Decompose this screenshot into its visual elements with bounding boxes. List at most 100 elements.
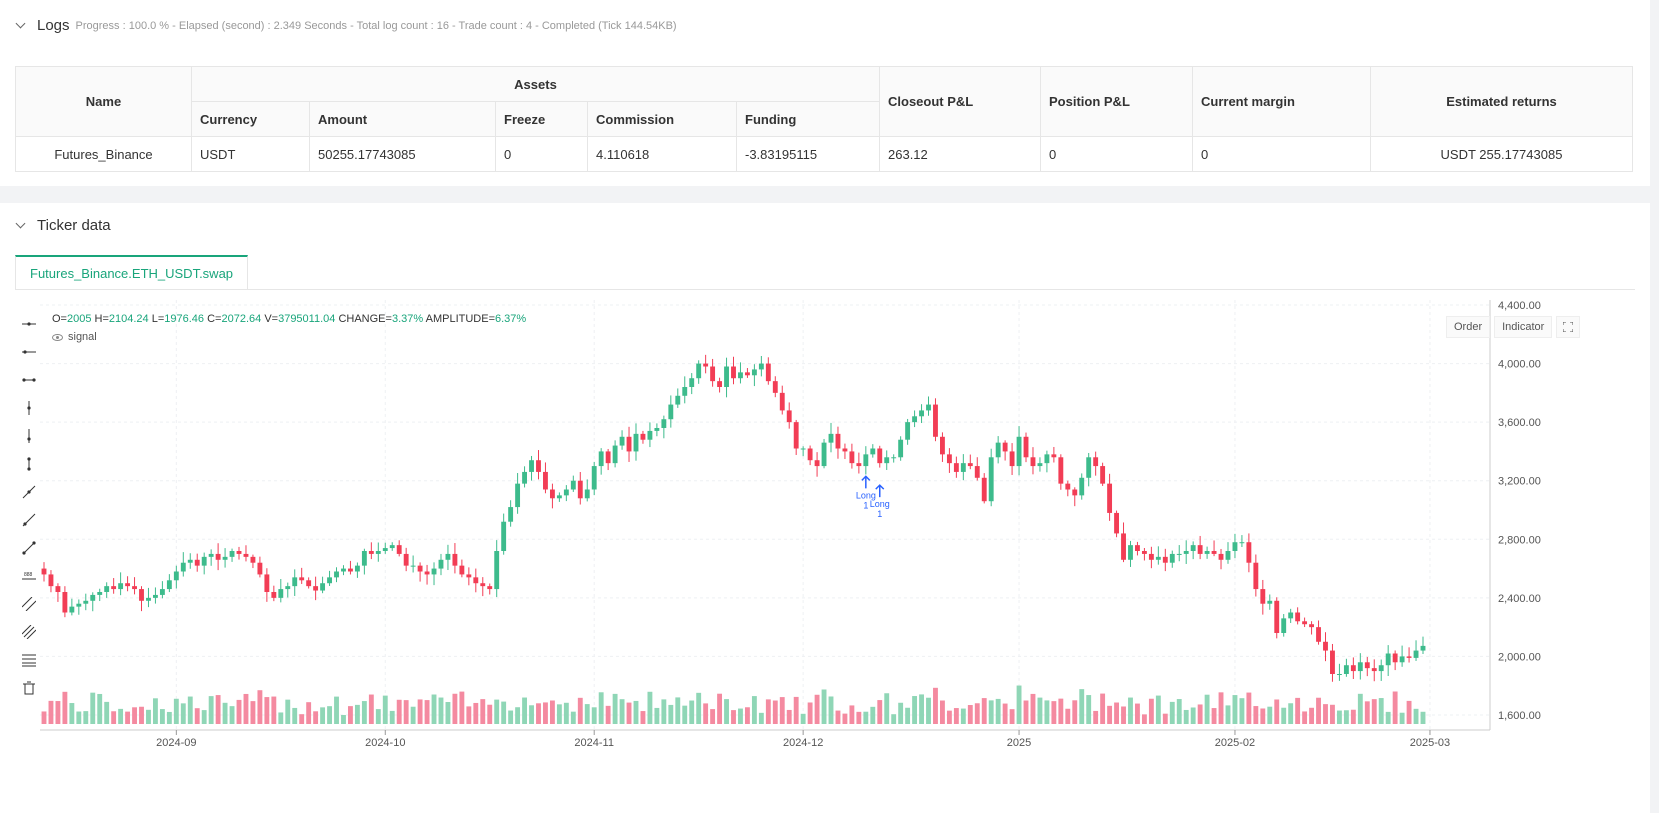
candle-body	[1176, 553, 1182, 555]
candle-body	[1190, 545, 1196, 551]
price-line-icon[interactable]: 888	[18, 562, 40, 590]
volume-bar	[710, 709, 716, 724]
candle-body	[1316, 627, 1321, 642]
signal-legend[interactable]: signal	[52, 331, 97, 343]
candle-body	[250, 556, 256, 563]
volume-bar	[382, 695, 388, 724]
volume-bar	[97, 693, 103, 724]
volume-bar	[988, 700, 994, 724]
candle-body	[724, 366, 729, 387]
volume-bar	[257, 690, 263, 724]
volume-bar	[173, 698, 179, 724]
candle-body	[1086, 457, 1092, 478]
vertical-ray-icon[interactable]	[18, 422, 40, 450]
col-currency: Currency	[191, 101, 310, 137]
candle-body	[1128, 545, 1133, 560]
candle-body	[341, 568, 346, 572]
x-tick-label: 2025	[1007, 737, 1031, 749]
volume-bar	[1420, 711, 1426, 724]
candle-body	[382, 548, 388, 551]
candle-body	[208, 553, 214, 557]
volume-bar	[389, 710, 395, 724]
candle-body	[556, 495, 562, 499]
candle-body	[870, 448, 876, 455]
trend-line-icon[interactable]	[18, 478, 40, 506]
volume-bar	[933, 687, 938, 724]
eye-icon[interactable]	[52, 333, 63, 341]
volume-bar	[278, 712, 284, 724]
horizontal-segment-icon[interactable]	[18, 366, 40, 394]
order-button[interactable]: Order	[1446, 316, 1491, 338]
candle-body	[988, 457, 994, 502]
candle-body	[1044, 454, 1050, 464]
fib-channel-icon[interactable]	[18, 618, 40, 646]
candle-body	[1058, 457, 1064, 484]
col-current-margin: Current margin	[1192, 66, 1371, 137]
vertical-segment-icon[interactable]	[18, 450, 40, 478]
price-chart[interactable]: 4,400.00 4,000.00 3,600.00 3,200.00 2,800.00…	[40, 300, 1640, 800]
vertical-line-icon[interactable]	[18, 394, 40, 422]
trash-icon[interactable]	[18, 674, 40, 702]
candle-body	[166, 580, 172, 590]
candle-body	[536, 460, 541, 472]
volume-bar	[1385, 711, 1391, 724]
segment-line-icon[interactable]	[18, 534, 40, 562]
candle-body	[626, 436, 632, 452]
candle-body	[187, 559, 193, 563]
ray-line-icon[interactable]	[18, 506, 40, 534]
volume-bar	[821, 689, 827, 724]
candle-body	[758, 363, 764, 370]
volume-bar	[1190, 707, 1196, 724]
candle-body	[375, 551, 381, 554]
logs-header[interactable]: Logs Progress : 100.0 % - Elapsed (secon…	[15, 17, 677, 34]
fib-retracement-icon[interactable]	[18, 646, 40, 674]
volume-bar	[786, 709, 792, 724]
volume-bar	[348, 706, 353, 724]
volume-bar	[1197, 704, 1203, 724]
volume-bar	[689, 700, 695, 724]
volume-bar	[146, 709, 151, 724]
volume-bar	[758, 712, 764, 724]
volume-bar	[1093, 710, 1099, 724]
volume-bar	[48, 700, 54, 724]
candle-body	[1002, 442, 1008, 452]
volume-bar	[605, 705, 611, 724]
candle-body	[772, 381, 778, 393]
logs-panel: Logs Progress : 100.0 % - Elapsed (secon…	[0, 0, 1650, 186]
volume-bar	[1030, 693, 1036, 724]
horizontal-line-icon[interactable]	[18, 338, 40, 366]
candle-body	[1121, 533, 1126, 560]
candle-body	[118, 583, 124, 590]
volume-bar	[1357, 693, 1363, 724]
candle-body	[285, 586, 291, 590]
candle-body	[800, 448, 806, 450]
candle-body	[1288, 612, 1294, 619]
volume-bar	[375, 709, 381, 724]
candle-body	[299, 577, 305, 581]
volume-bar	[654, 707, 660, 724]
volume-bar	[1016, 685, 1022, 724]
candle-body	[668, 404, 674, 420]
tab-eth-usdt-swap[interactable]: Futures_Binance.ETH_USDT.swap	[15, 255, 249, 290]
fullscreen-icon[interactable]	[1556, 316, 1581, 338]
candle-body	[361, 551, 367, 566]
chevron-down-icon[interactable]	[15, 20, 27, 32]
volume-bar	[800, 713, 806, 724]
volume-bar	[563, 702, 569, 724]
candle-body	[368, 551, 374, 554]
candle-body	[1239, 542, 1245, 544]
indicator-button[interactable]: Indicator	[1494, 316, 1553, 338]
ticker-title: Ticker data	[37, 217, 111, 234]
volume-bar	[1072, 700, 1078, 724]
candle-body	[863, 454, 869, 467]
candle-body	[334, 571, 339, 578]
candle-body	[278, 589, 284, 598]
horizontal-ray-icon[interactable]	[18, 310, 40, 338]
chevron-down-icon[interactable]	[15, 220, 27, 232]
ticker-header[interactable]: Ticker data	[15, 217, 111, 234]
volume-bar	[529, 705, 534, 724]
parallel-channel-icon[interactable]	[18, 590, 40, 618]
candle-body	[821, 442, 827, 467]
volume-bar	[1169, 701, 1175, 724]
volume-bar	[361, 701, 367, 724]
